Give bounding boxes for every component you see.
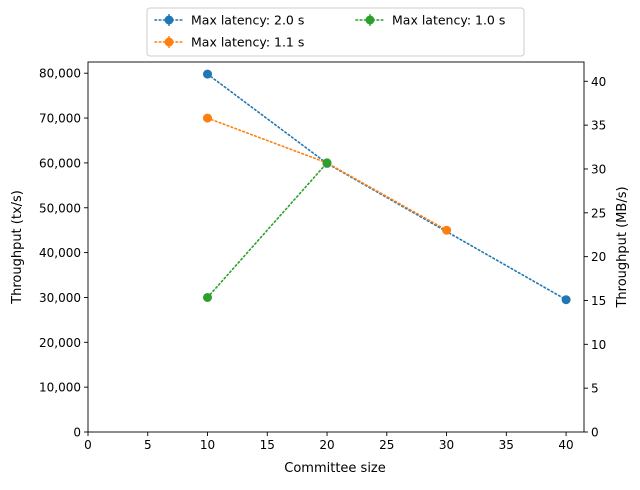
plot-frame [87, 61, 585, 433]
y-tick-label-0: 0 [73, 426, 81, 440]
x-tick-label-1: 5 [144, 438, 152, 452]
y-right-tick-label-3: 15 [591, 294, 606, 308]
x-tick-label-6: 30 [439, 438, 454, 452]
y-tick-label-4: 40,000 [39, 246, 81, 260]
x-tick-label-5: 25 [379, 438, 394, 452]
legend-label-1: Max latency: 1.1 s [191, 35, 304, 50]
legend-marker-1 [164, 37, 174, 47]
data-point-s2-1 [322, 158, 332, 168]
y-right-tick-label-8: 40 [591, 75, 606, 89]
legend: Max latency: 2.0 s Max latency: 1.1 s Max … [146, 7, 525, 57]
data-point-s0-2 [561, 295, 571, 305]
data-point-s1-0 [203, 113, 212, 123]
x-axis-label: Committee size [284, 461, 386, 476]
y-right-tick-label-1: 5 [591, 382, 599, 396]
x-tick-label-8: 40 [558, 438, 573, 452]
x-tick-label-4: 20 [319, 438, 334, 452]
data-point-s2-0 [203, 293, 212, 302]
y-right-tick-label-5: 25 [591, 206, 606, 220]
y-tick-label-8: 80,000 [39, 67, 81, 81]
y-axis-label-right: Throughput (MB/s) [615, 186, 630, 308]
y-right-tick-label-6: 30 [591, 162, 606, 176]
legend-label-0: Max latency: 2.0 s [191, 13, 304, 28]
x-tick-label-0: 0 [84, 438, 92, 452]
y-right-tick-label-7: 35 [591, 119, 606, 133]
x-tick-label-3: 15 [260, 438, 275, 452]
data-point-s1-2 [442, 225, 452, 235]
plot-area [203, 69, 571, 305]
series-line-2 [206, 162, 328, 299]
y-axis-label-left: Throughput (tx/s) [10, 190, 25, 305]
y-tick-label-6: 60,000 [39, 156, 81, 170]
legend-marker-2 [365, 15, 375, 25]
y-tick-label-2: 20,000 [39, 336, 81, 350]
legend-label-2: Max latency: 1.0 s [392, 13, 505, 28]
y-tick-label-5: 50,000 [39, 201, 81, 215]
axes: 0 5 10 15 20 25 30 35 40 0 10,000 20,000 30,000 40,00… [39, 61, 606, 452]
y-tick-label-1: 10,000 [39, 381, 81, 395]
x-tick-label-2: 10 [200, 438, 215, 452]
legend-marker-0 [164, 15, 174, 25]
y-right-tick-label-0: 0 [591, 426, 599, 440]
y-right-tick-label-2: 10 [591, 338, 606, 352]
y-tick-label-7: 70,000 [39, 112, 81, 126]
x-tick-label-7: 35 [499, 438, 514, 452]
y-right-tick-label-4: 20 [591, 250, 606, 264]
data-point-s0-0 [203, 69, 212, 79]
legend-box [146, 7, 525, 57]
y-tick-label-3: 30,000 [39, 291, 81, 305]
